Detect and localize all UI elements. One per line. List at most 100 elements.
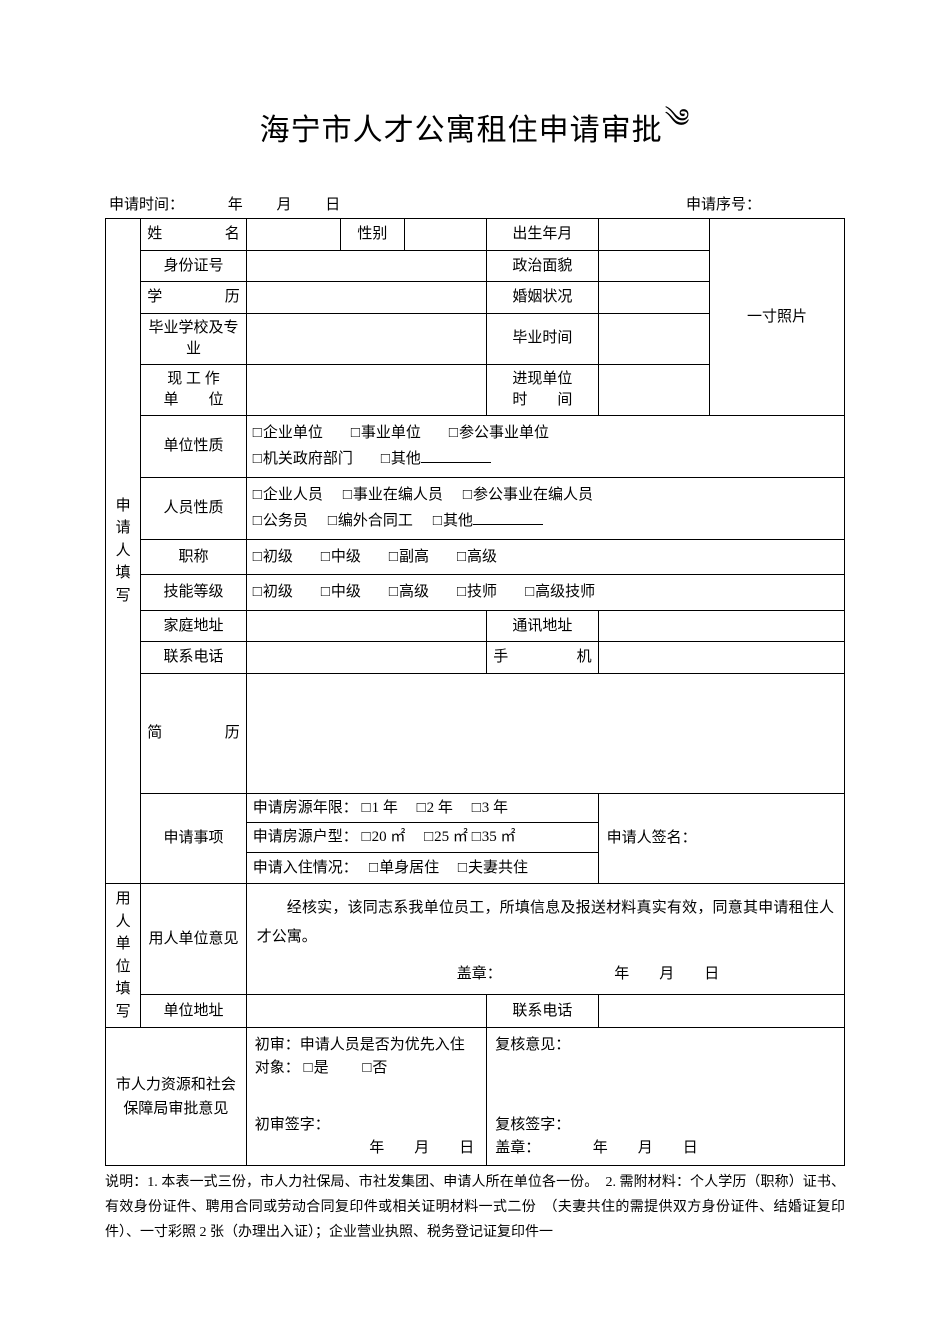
field-persontype[interactable]: 企业人员 事业在编人员 参公事业在编人员 公务员 编外合同工 其他 [246,477,844,539]
label-unittype: 单位性质 [141,415,247,477]
field-gradtime[interactable] [598,313,709,364]
day-label: 日 [325,197,340,213]
field-employer-phone[interactable] [598,995,844,1028]
label-resume: 简 历 [141,673,247,793]
field-name[interactable] [246,219,340,251]
checkbox-option-other[interactable]: 其他 [433,510,543,533]
checkbox-option[interactable]: 高级 [389,581,429,604]
field-apply-years[interactable]: 申请房源年限： 1 年 2 年 3 年 申请房源户型： 20 ㎡ 25 ㎡ 35… [246,793,598,852]
label-employer-phone: 联系电话 [487,995,598,1028]
label-id: 身份证号 [141,250,247,282]
checkbox-option[interactable]: 夫妻共住 [458,860,528,876]
label-mailaddr: 通讯地址 [487,610,598,642]
checkbox-no[interactable]: 否 [362,1060,387,1076]
checkbox-option[interactable]: 3 年 [472,800,508,816]
checkbox-option[interactable]: 编外合同工 [328,510,413,533]
field-school[interactable] [246,313,486,364]
checkbox-option[interactable]: 35 ㎡ [472,829,516,845]
field-birth[interactable] [598,219,709,251]
checkbox-option[interactable]: 初级 [253,581,293,604]
field-unittype[interactable]: 企业单位 事业单位 参公事业单位 机关政府部门 其他 [246,415,844,477]
label-phone: 联系电话 [141,642,247,674]
field-resume[interactable] [246,673,844,793]
label-workunit: 现 工 作 单 位 [141,364,247,415]
apply-years-label: 申请房源年限： [253,800,358,816]
field-gender[interactable] [405,219,487,251]
checkbox-option[interactable]: 技师 [457,581,497,604]
section-employer: 用 人 单 位 填 写 [106,884,141,1028]
checkbox-option[interactable]: 企业人员 [253,484,323,507]
checkbox-option[interactable]: 企业单位 [253,422,323,445]
apply-type-label: 申请房源户型： [253,829,358,845]
field-mobile[interactable] [598,642,844,674]
label-title: 职称 [141,539,247,575]
checkbox-option[interactable]: 高级技师 [525,581,595,604]
checkbox-option[interactable]: 中级 [321,546,361,569]
checkbox-option[interactable]: 事业单位 [351,422,421,445]
serial-label: 申请序号： [686,197,761,213]
label-gender: 性别 [340,219,405,251]
checkbox-option[interactable]: 单身居住 [369,860,439,876]
checkbox-option[interactable]: 副高 [389,546,429,569]
field-employer-opinion[interactable]: 经核实，该同志系我单位员工，所填信息及报送材料真实有效，同意其申请租住人才公寓。… [246,884,844,995]
label-marital: 婚姻状况 [487,282,598,314]
field-id[interactable] [246,250,486,282]
application-time: 申请时间： 年 月 日 [109,193,340,214]
label-persontype: 人员性质 [141,477,247,539]
checkbox-option[interactable]: 20 ㎡ [362,829,406,845]
field-education[interactable] [246,282,486,314]
year-label: 年 [228,197,243,213]
page-title: 海宁市人才公寓租住申请审批 ༄ [105,90,845,163]
label-employer-addr: 单位地址 [141,995,247,1028]
label-bureau: 市人力资源和社会保障局审批意见 [106,1028,247,1166]
application-form-table: 申 请 人 填 写 姓 名 性别 出生年月 一寸照片 身份证号 政治面貌 学 历… [105,218,845,1166]
field-re-review[interactable]: 复核意见： 复核签字： 盖章： 年 月 日 [487,1028,845,1166]
re-stamp: 盖章： 年 月 日 [495,1137,836,1160]
apply-live-label: 申请入住情况： [253,860,351,876]
applicant-sign-label: 申请人签名： [607,830,697,846]
footnote: 说明：1. 本表一式三份，市人力社保局、市社发集团、申请人所在单位各一份。 2.… [105,1170,845,1246]
label-mobile: 手 机 [487,642,598,674]
applicant-sign[interactable]: 申请人签名： [598,793,844,884]
checkbox-option[interactable]: 2 年 [417,800,453,816]
checkbox-option[interactable]: 公务员 [253,510,308,533]
field-skill[interactable]: 初级 中级 高级 技师 高级技师 [246,575,844,611]
checkbox-option[interactable]: 高级 [457,546,497,569]
label-jointime: 进现单位 时 间 [487,364,598,415]
checkbox-option[interactable]: 1 年 [362,800,398,816]
label-homeaddr: 家庭地址 [141,610,247,642]
field-marital[interactable] [598,282,709,314]
re-sign-label: 复核签字： [495,1114,836,1137]
checkbox-option[interactable]: 事业在编人员 [343,484,443,507]
field-title[interactable]: 初级 中级 副高 高级 [246,539,844,575]
first-review-label: 初审：申请人员是否为优先入住对象： [255,1037,465,1076]
title-text: 海宁市人才公寓租住申请审批 [260,105,663,149]
checkbox-option[interactable]: 参公事业单位 [449,422,549,445]
checkbox-option[interactable]: 25 ㎡ [424,829,468,845]
application-time-label: 申请时间： [109,197,184,213]
field-employer-addr[interactable] [246,995,486,1028]
label-school: 毕业学校及专业 [141,313,247,364]
label-education: 学 历 [141,282,247,314]
field-first-review[interactable]: 初审：申请人员是否为优先入住对象： 是 否 初审签字： 年 月 日 [246,1028,486,1166]
checkbox-option[interactable]: 参公事业在编人员 [463,484,593,507]
checkbox-option-other[interactable]: 其他 [381,448,491,471]
checkbox-option[interactable]: 中级 [321,581,361,604]
field-political[interactable] [598,250,709,282]
employer-opinion-text: 经核实，该同志系我单位员工，所填信息及报送材料真实有效，同意其申请租住人才公寓。 [247,886,844,959]
employer-stamp-line: 盖章： 年 月 日 [247,959,844,992]
month-label: 月 [277,197,292,213]
checkbox-option[interactable]: 机关政府部门 [253,448,353,471]
label-employer-opinion: 用人单位意见 [141,884,247,995]
field-workunit[interactable] [246,364,486,415]
checkbox-option[interactable]: 初级 [253,546,293,569]
first-sign-label: 初审签字： [255,1114,478,1137]
checkbox-yes[interactable]: 是 [304,1060,329,1076]
serial-number: 申请序号： [686,193,841,214]
field-phone[interactable] [246,642,486,674]
field-mailaddr[interactable] [598,610,844,642]
field-homeaddr[interactable] [246,610,486,642]
label-applyitems: 申请事项 [141,793,247,884]
field-jointime[interactable] [598,364,709,415]
field-apply-live[interactable]: 申请入住情况： 单身居住 夫妻共住 [246,852,598,884]
